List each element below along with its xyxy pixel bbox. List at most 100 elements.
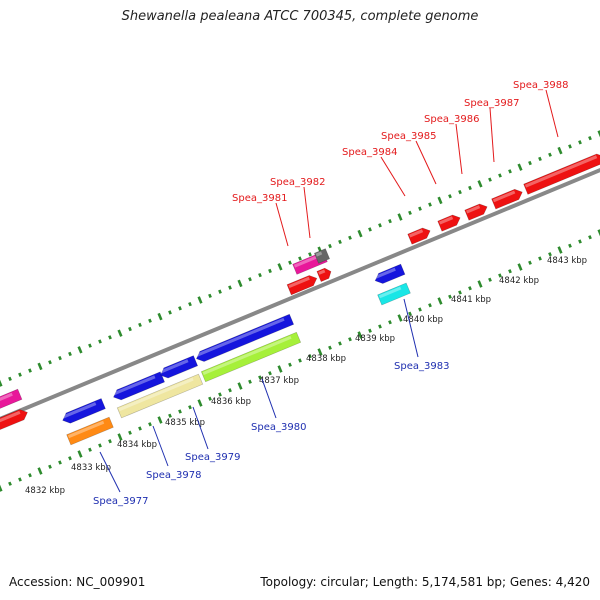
gene-magenta-left[interactable]	[0, 388, 23, 412]
inner-tick	[498, 273, 502, 278]
gene-label[interactable]: Spea_3982	[270, 177, 325, 188]
outer-tick	[148, 318, 152, 323]
inner-tick	[348, 337, 352, 342]
gene-spea-3983[interactable]	[377, 282, 411, 306]
inner-tick	[578, 239, 582, 244]
gene-spea-3977[interactable]	[66, 416, 114, 446]
gene-blue-c[interactable]	[158, 355, 199, 381]
gene-spea-3978[interactable]	[116, 373, 204, 419]
inner-tick	[0, 484, 3, 492]
inner-tick	[188, 405, 192, 410]
outer-tick	[517, 163, 523, 171]
gene-spea-3987[interactable]	[491, 187, 525, 210]
outer-tick	[548, 152, 552, 157]
inner-tick	[37, 467, 43, 475]
gene-label[interactable]: Spea_3980	[251, 422, 306, 433]
inner-tick	[458, 290, 462, 295]
inner-tick	[197, 399, 203, 407]
inner-tick	[8, 481, 12, 486]
outer-tick	[157, 312, 163, 321]
kbp-label: 4842 kbp	[499, 276, 539, 286]
outer-tick	[128, 326, 132, 332]
inner-tick	[148, 422, 152, 427]
outer-tick	[328, 243, 332, 249]
gene-label[interactable]: Spea_3977	[93, 496, 148, 507]
gene-spea-3980[interactable]	[200, 331, 302, 383]
inner-tick	[168, 413, 172, 418]
gene-label[interactable]: Spea_3981	[232, 193, 287, 204]
inner-tick	[357, 331, 363, 339]
inner-tick	[557, 246, 563, 254]
kbp-label: 4843 kbp	[547, 256, 587, 266]
outer-tick	[578, 140, 582, 145]
gene-blue-e[interactable]	[373, 263, 406, 286]
kbp-label: 4833 kbp	[71, 463, 111, 473]
outer-tick	[138, 322, 142, 328]
outer-tick	[357, 229, 363, 238]
outer-tick	[208, 293, 212, 299]
inner-tick	[268, 371, 272, 376]
outer-tick	[477, 180, 483, 188]
gene-spea-3986[interactable]	[464, 202, 490, 221]
outer-tick	[18, 372, 22, 377]
outer-tick	[468, 185, 472, 191]
gene-spea-3984[interactable]	[407, 226, 433, 245]
gene-label[interactable]: Spea_3983	[394, 361, 449, 372]
outer-tick	[418, 206, 422, 211]
inner-tick	[388, 320, 392, 325]
outer-tick	[237, 279, 243, 288]
outer-tick	[308, 252, 312, 257]
leader-line	[403, 298, 419, 358]
gene-label[interactable]: Spea_3988	[513, 80, 568, 91]
leader-line	[303, 186, 311, 239]
outer-tick	[37, 362, 43, 371]
outer-tick	[557, 146, 563, 155]
inner-tick	[248, 379, 252, 384]
inner-tick	[178, 409, 182, 414]
gene-label[interactable]: Spea_3978	[146, 470, 201, 481]
outer-tick	[68, 351, 72, 357]
gene-spea-3988[interactable]	[523, 152, 600, 195]
inner-tick	[468, 286, 472, 291]
leader-line	[545, 89, 559, 138]
inner-tick	[77, 450, 83, 458]
outer-tick	[218, 289, 222, 294]
gene-blue-a[interactable]	[61, 398, 106, 425]
inner-tick	[368, 328, 372, 333]
outer-tick	[597, 130, 600, 138]
inner-tick	[138, 426, 142, 431]
gene-blue-b[interactable]	[111, 371, 165, 402]
outer-tick	[428, 202, 432, 207]
gene-red-left[interactable]	[0, 407, 30, 434]
inner-tick	[48, 464, 52, 469]
gene-label[interactable]: Spea_3987	[464, 98, 519, 109]
kbp-label: 4840 kbp	[403, 315, 443, 325]
kbp-label: 4832 kbp	[25, 486, 65, 496]
kbp-label: 4834 kbp	[117, 440, 157, 450]
gene-label[interactable]: Spea_3985	[381, 131, 436, 142]
inner-tick	[228, 388, 232, 393]
label-leader-lines	[99, 89, 559, 493]
kbp-label: 4838 kbp	[306, 354, 346, 364]
gene-blue-d[interactable]	[194, 313, 295, 364]
gene-spea-3985[interactable]	[437, 213, 463, 232]
gene-label[interactable]: Spea_3984	[342, 147, 397, 158]
inner-tick	[277, 365, 283, 373]
gene-red-top-b[interactable]	[316, 266, 333, 282]
outer-tick	[338, 239, 342, 245]
inner-tick	[58, 460, 62, 465]
gene-label[interactable]: Spea_3979	[185, 452, 240, 463]
inner-tick	[548, 252, 552, 257]
leader-line	[152, 425, 169, 467]
outer-tick	[258, 272, 262, 278]
gene-spea-3982[interactable]	[313, 248, 331, 264]
genome-title: Shewanella pealeana ATCC 700345, complet…	[121, 9, 479, 24]
outer-tick	[108, 335, 112, 340]
leader-line	[99, 451, 121, 493]
inner-tick	[108, 439, 112, 444]
gene-red-top-a[interactable]	[286, 273, 319, 296]
inner-tick	[218, 392, 222, 397]
gene-label[interactable]: Spea_3986	[424, 114, 479, 125]
inner-tick-ring	[0, 229, 600, 492]
